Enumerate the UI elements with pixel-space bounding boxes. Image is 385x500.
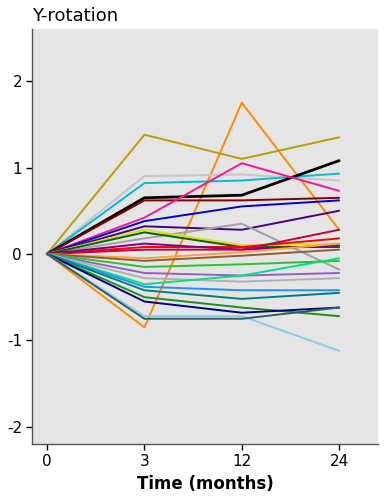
X-axis label: Time (months): Time (months) xyxy=(137,475,274,493)
Text: Y-rotation: Y-rotation xyxy=(32,7,119,25)
